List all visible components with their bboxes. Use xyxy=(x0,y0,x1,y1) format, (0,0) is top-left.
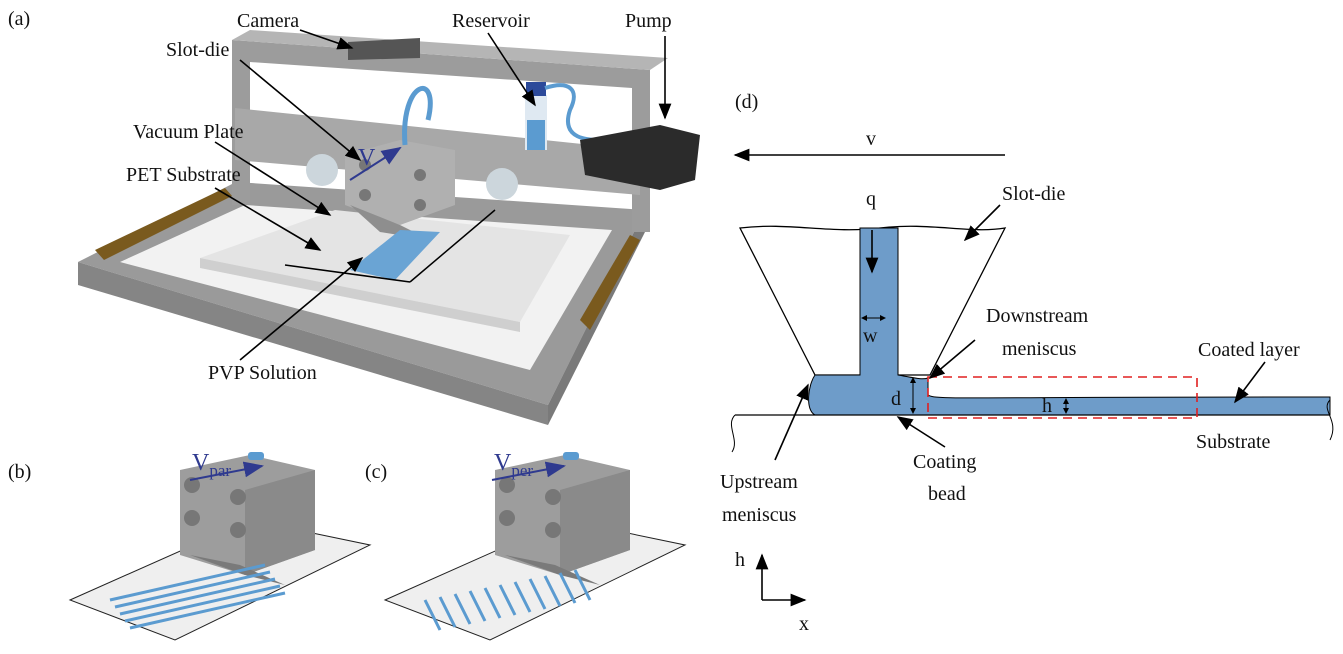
shape xyxy=(184,510,200,526)
shape xyxy=(731,415,735,452)
label-main: V xyxy=(494,450,512,476)
shape xyxy=(545,85,600,140)
label: meniscus xyxy=(1002,338,1077,360)
shape xyxy=(230,489,246,505)
label: Slot-die xyxy=(1002,183,1065,205)
shape xyxy=(414,199,426,211)
panel-label: (a) xyxy=(8,8,30,30)
label-main: V xyxy=(192,450,210,476)
shape xyxy=(526,82,546,96)
schematic xyxy=(731,155,1332,600)
label: Camera xyxy=(237,10,299,32)
label: Substrate xyxy=(1196,431,1271,453)
label: v xyxy=(866,128,876,150)
figure: (a) Camera Reservoir Pump Slot-die Vacuu… xyxy=(0,0,1343,654)
label: q xyxy=(866,188,876,210)
label: Downstream xyxy=(986,305,1089,327)
label-sub: per xyxy=(511,461,533,480)
panel-label: (b) xyxy=(8,461,31,483)
shape xyxy=(306,154,338,186)
die-perpendicular xyxy=(385,452,685,640)
shape xyxy=(775,385,808,460)
shape xyxy=(230,522,246,538)
label: bead xyxy=(928,483,966,505)
label: w xyxy=(863,325,878,347)
label: PET Substrate xyxy=(126,164,241,186)
label: Coated layer xyxy=(1198,339,1300,361)
label: meniscus xyxy=(722,504,797,526)
shape xyxy=(486,168,518,200)
apparatus xyxy=(78,30,700,425)
label-sub: par xyxy=(209,461,231,480)
label: Upstream xyxy=(720,471,798,493)
panel-label: (d) xyxy=(735,91,758,113)
axis-label: h xyxy=(735,549,745,571)
shape xyxy=(499,510,515,526)
velocity-label: V xyxy=(358,145,376,171)
label: Coating xyxy=(913,451,976,473)
label: Pump xyxy=(625,10,672,32)
label: PVP Solution xyxy=(208,362,317,384)
shape xyxy=(414,169,426,181)
shape xyxy=(1235,362,1265,402)
shape xyxy=(545,522,561,538)
shape xyxy=(545,489,561,505)
label: Slot-die xyxy=(166,39,229,61)
shape xyxy=(527,120,545,150)
shape xyxy=(359,189,371,201)
shape xyxy=(898,417,945,447)
panel-label: (c) xyxy=(365,461,387,483)
axis-label: x xyxy=(799,613,809,635)
label: h xyxy=(1042,395,1052,417)
label: Vacuum Plate xyxy=(133,121,244,143)
shape xyxy=(563,452,579,460)
die-parallel xyxy=(70,452,370,640)
shape xyxy=(248,452,264,460)
label: d xyxy=(891,388,901,410)
label: Reservoir xyxy=(452,10,530,32)
